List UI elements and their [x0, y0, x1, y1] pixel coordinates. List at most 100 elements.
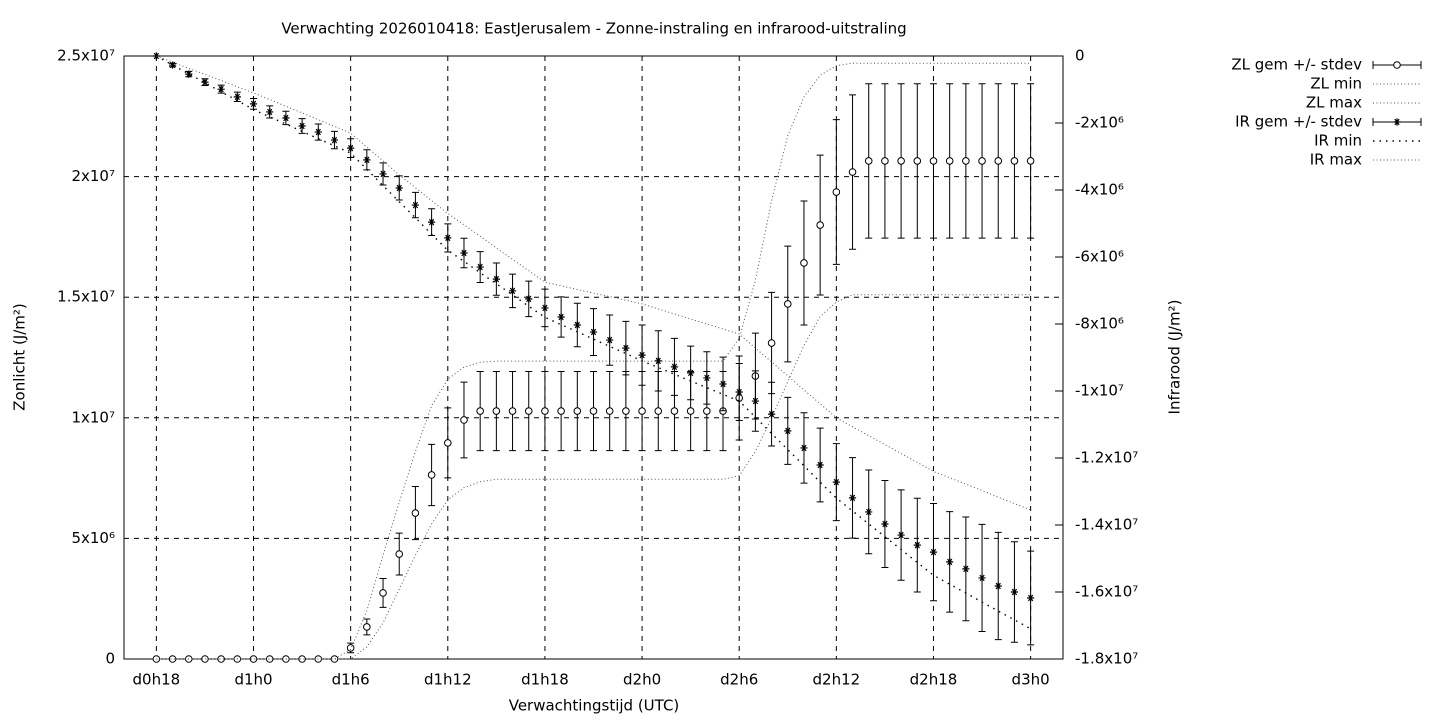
point: [897, 157, 905, 165]
point: [427, 471, 436, 479]
point: [962, 157, 970, 165]
y-tick-label: 1x10⁷: [71, 408, 115, 426]
point: [152, 52, 160, 60]
point: [476, 263, 484, 271]
y2-tick-label: -1.2x10⁷: [1075, 449, 1138, 467]
point: [492, 275, 500, 283]
legend-marker: [1393, 118, 1401, 126]
legend-entry: IR min: [1314, 132, 1421, 150]
point: [784, 427, 792, 435]
y-tick-label: 1.5x10⁷: [57, 288, 115, 306]
y2-tick-label: -1x10⁷: [1075, 382, 1124, 400]
y-tick-label: 5x10⁶: [71, 529, 115, 547]
point: [282, 114, 290, 122]
point: [330, 655, 339, 663]
point: [929, 548, 938, 556]
point: [557, 313, 565, 321]
point: [201, 655, 209, 663]
point: [298, 655, 306, 663]
point: [606, 336, 614, 344]
point: [589, 407, 598, 415]
y2-tick-label: -1.6x10⁷: [1075, 583, 1138, 601]
plot-frame: [123, 55, 1064, 660]
point: [1010, 157, 1019, 165]
point: [476, 407, 484, 415]
x-tick-label: d1h12: [424, 671, 472, 689]
legend-marker: [1393, 61, 1401, 69]
point: [767, 339, 776, 347]
point: [1027, 594, 1035, 602]
point: [492, 407, 501, 415]
legend-label: ZL gem +/- stdev: [1231, 56, 1362, 74]
y-tick-label: 0: [105, 650, 115, 668]
point: [638, 407, 646, 415]
point: [751, 397, 759, 405]
point: [703, 407, 711, 415]
x-axis-label: Verwachtingstijd (UTC): [509, 697, 680, 715]
point: [1010, 588, 1019, 596]
point: [978, 157, 986, 165]
point: [832, 188, 841, 196]
point: [783, 300, 792, 308]
legend-entry: IR max: [1310, 151, 1421, 169]
y2-tick-label: -1.8x10⁷: [1075, 650, 1138, 668]
x-tick-label: d2h12: [813, 671, 861, 689]
y2-tick-label: -8x10⁶: [1075, 315, 1124, 333]
point: [848, 168, 857, 176]
legend-entry: ZL min: [1310, 75, 1421, 93]
point: [573, 321, 581, 329]
point: [266, 108, 274, 116]
y2-tick-label: -4x10⁶: [1075, 181, 1124, 199]
legend-label: IR max: [1310, 151, 1362, 169]
point: [573, 407, 582, 415]
point: [411, 201, 420, 209]
point: [395, 550, 404, 558]
point: [994, 157, 1003, 165]
point: [605, 407, 614, 415]
point: [508, 287, 517, 295]
chart-title: Verwachting 2026010418: EastJerusalem - …: [281, 20, 906, 38]
point: [330, 136, 339, 144]
point: [541, 407, 549, 415]
point: [249, 100, 258, 108]
y-tick-label: 2.5x10⁷: [57, 47, 115, 65]
point: [881, 157, 889, 165]
point: [508, 407, 517, 415]
point: [816, 461, 824, 469]
point: [460, 249, 468, 257]
point: [913, 541, 921, 549]
point: [881, 520, 889, 528]
point: [217, 85, 225, 93]
point: [379, 170, 387, 178]
point: [622, 407, 630, 415]
point: [816, 221, 824, 229]
y2-axis-label: Infrarood (J/m²): [1166, 300, 1184, 415]
point: [298, 122, 306, 130]
point: [864, 157, 873, 165]
point: [363, 156, 371, 164]
point: [168, 61, 177, 69]
y-axis-label: Zonlicht (J/m²): [11, 303, 29, 411]
point: [703, 374, 711, 382]
point: [945, 157, 954, 165]
point: [347, 144, 355, 152]
x-tick-label: d1h6: [332, 671, 370, 689]
point: [978, 574, 986, 582]
point: [443, 439, 452, 447]
legend-entry: ZL gem +/- stdev: [1231, 56, 1422, 74]
x-tick-label: d1h0: [234, 671, 272, 689]
point: [767, 410, 776, 418]
point: [428, 218, 436, 226]
point: [444, 234, 452, 242]
legend-label: ZL min: [1310, 75, 1362, 93]
point: [249, 655, 258, 663]
point: [670, 407, 679, 415]
point: [929, 157, 938, 165]
point: [379, 589, 387, 597]
x-tick-label: d2h18: [910, 671, 958, 689]
point: [541, 304, 549, 312]
legend-entry: IR gem +/- stdev: [1235, 113, 1422, 131]
point: [557, 407, 565, 415]
